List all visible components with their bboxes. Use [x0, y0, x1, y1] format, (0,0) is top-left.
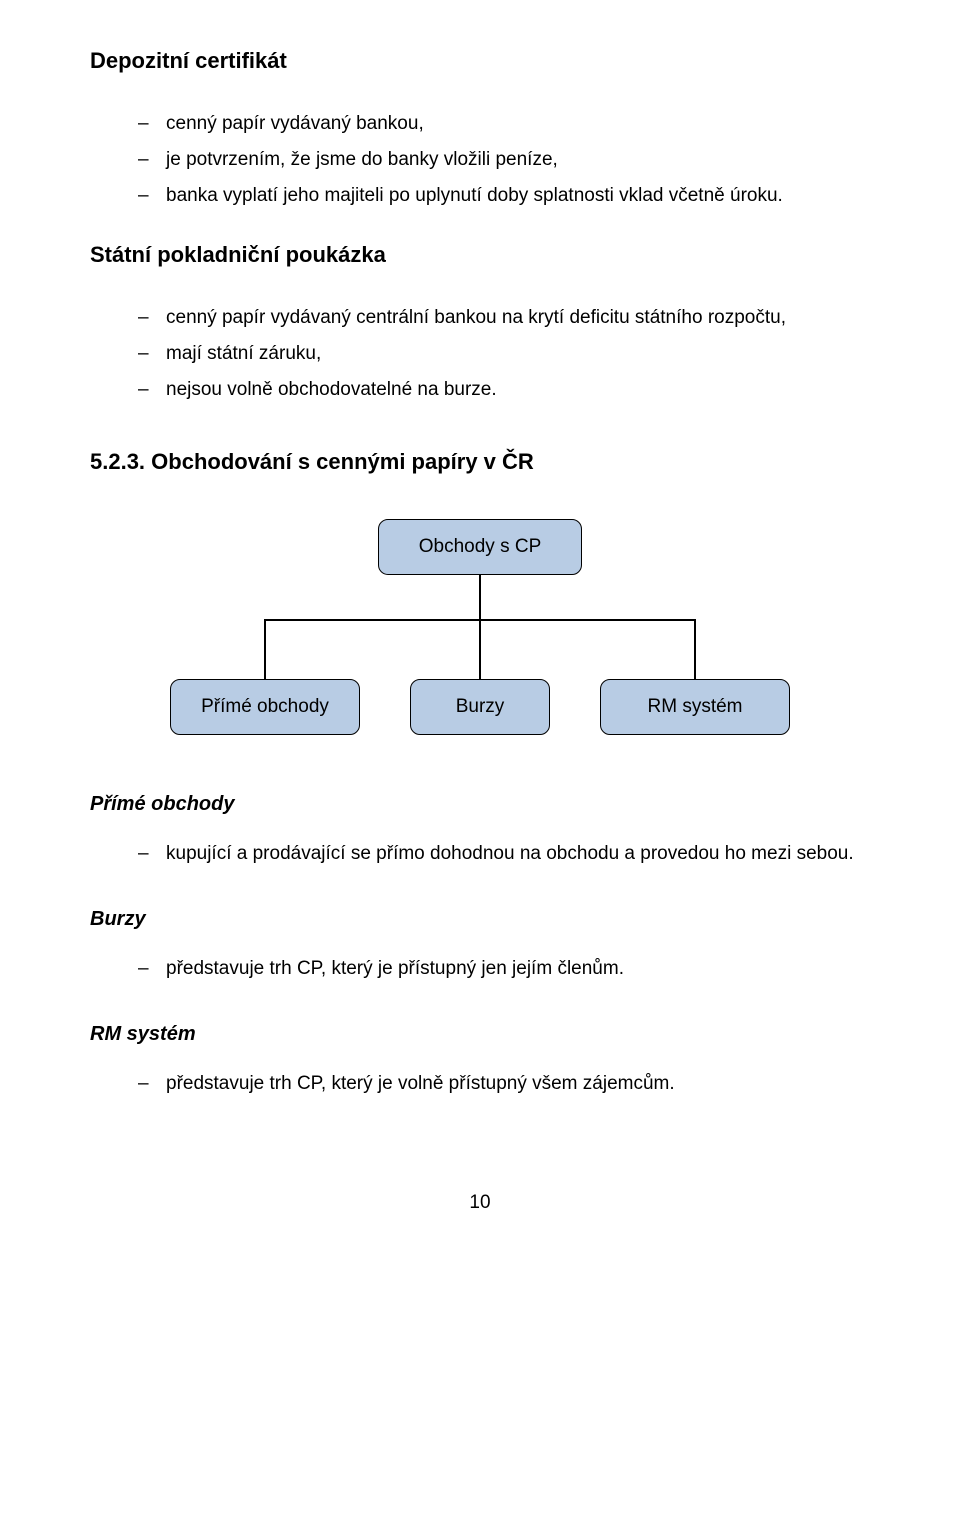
list-item: představuje trh CP, který je volně příst… [138, 1066, 870, 1102]
list-item: kupující a prodávající se přímo dohodnou… [138, 836, 870, 872]
heading-pokladnicni: Státní pokladniční poukázka [90, 242, 870, 268]
heading-rm-system: RM systém [90, 1023, 870, 1046]
heading-obchodovani: 5.2.3. Obchodování s cennými papíry v ČR [90, 449, 870, 475]
list-item: banka vyplatí jeho majiteli po uplynutí … [138, 178, 870, 214]
connector-mid-drop [479, 619, 481, 679]
node-root: Obchody s CP [378, 519, 582, 575]
list-item: cenný papír vydávaný bankou, [138, 106, 870, 142]
list-depozitni: cenný papír vydávaný bankou, je potvrzen… [90, 106, 870, 214]
node-prime-obchody: Přímé obchody [170, 679, 360, 735]
node-burzy: Burzy [410, 679, 550, 735]
page-number: 10 [90, 1192, 870, 1214]
list-pokladnicni: cenný papír vydávaný centrální bankou na… [90, 300, 870, 408]
list-item: nejsou volně obchodovatelné na burze. [138, 372, 870, 408]
heading-burzy: Burzy [90, 908, 870, 931]
list-item: je potvrzením, že jsme do banky vložili … [138, 142, 870, 178]
list-rm: představuje trh CP, který je volně příst… [90, 1066, 870, 1102]
list-item: cenný papír vydávaný centrální bankou na… [138, 300, 870, 336]
list-prime: kupující a prodávající se přímo dohodnou… [90, 836, 870, 872]
connector-root-drop [479, 575, 481, 619]
list-item: představuje trh CP, který je přístupný j… [138, 951, 870, 987]
list-item: mají státní záruku, [138, 336, 870, 372]
connector-right-drop [694, 619, 696, 679]
tree-diagram: Obchody s CP Přímé obchody Burzy RM systém [170, 519, 790, 749]
connector-left-drop [264, 619, 266, 679]
diagram-container: Obchody s CP Přímé obchody Burzy RM systém [90, 519, 870, 749]
node-rm-system: RM systém [600, 679, 790, 735]
heading-prime-obchody: Přímé obchody [90, 793, 870, 816]
heading-depozitni: Depozitní certifikát [90, 48, 870, 74]
list-burzy: představuje trh CP, který je přístupný j… [90, 951, 870, 987]
